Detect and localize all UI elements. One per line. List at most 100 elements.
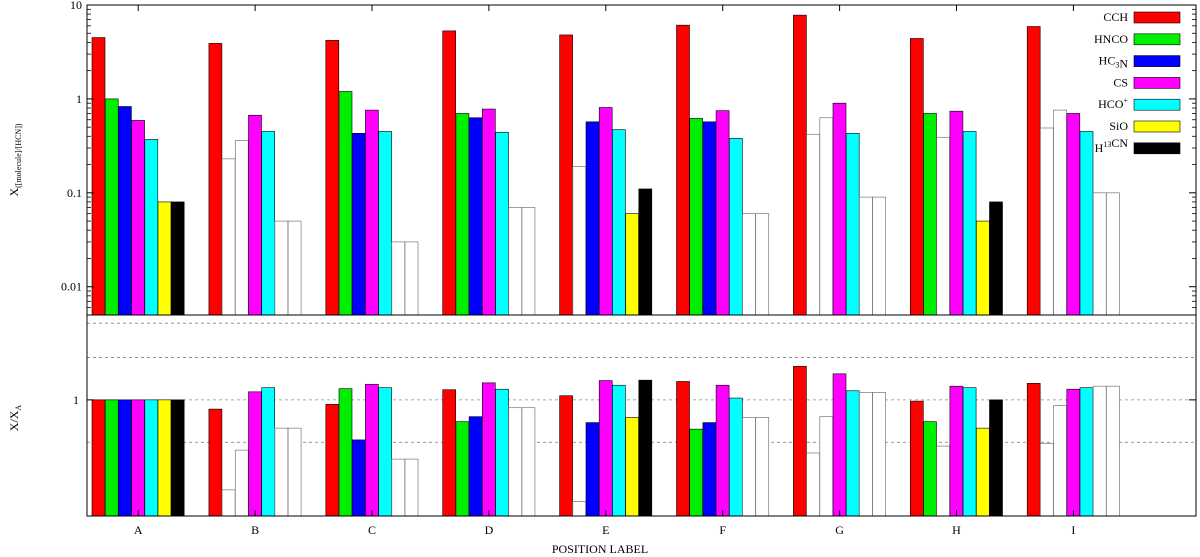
bottom-bar-cs-f — [715, 384, 730, 517]
top-bar-hnco-h — [923, 113, 937, 316]
legend-label: CS — [1113, 75, 1128, 89]
bottom-bar-hnco-g — [806, 452, 820, 517]
bottom-bar-sio-g — [859, 392, 873, 517]
top-bar-hcoplus-c — [378, 131, 392, 316]
top-bar-hnco-f — [689, 118, 704, 316]
top-bar-hcoplus-h — [962, 131, 977, 316]
top-bar-cs-d — [481, 108, 496, 316]
legend-label: CCH — [1103, 10, 1128, 24]
top-bar-sio-a — [157, 201, 172, 316]
top-bar-hnco-c — [338, 91, 353, 316]
top-bar-cs-f — [715, 110, 730, 316]
bottom-bar-hnco-b — [221, 489, 236, 517]
x-tick-label: B — [251, 523, 259, 537]
top-bar-hc3n-c — [351, 133, 366, 316]
bottom-bar-hnco-d — [455, 421, 470, 517]
bottom-bar-h13cn-a — [170, 399, 185, 517]
x-axis-label: POSITION LABEL — [552, 542, 648, 556]
bottom-bar-hnco-h — [923, 421, 937, 517]
frame-layer — [86, 4, 1197, 517]
top-bar-hcoplus-f — [728, 138, 743, 316]
x-tick-label: A — [134, 523, 143, 537]
legend-swatch — [1133, 55, 1181, 67]
bottom-bar-cch-i — [1026, 383, 1041, 517]
bottom-bar-cch-g — [793, 366, 807, 517]
bottom-bar-hcoplus-f — [728, 397, 743, 517]
bottom-bar-sio-e — [625, 417, 639, 517]
top-bar-sio-f — [742, 213, 756, 316]
top-bar-sio-g — [859, 196, 873, 316]
top-bar-hnco-a — [104, 98, 119, 316]
bottom-bar-cs-c — [365, 383, 379, 517]
bottom-bar-hc3n-g — [819, 416, 834, 517]
legend-swatch — [1133, 77, 1181, 89]
top-bar-cs-c — [365, 109, 379, 316]
top-bar-hcoplus-i — [1079, 131, 1094, 316]
bottom-bar-h13cn-c — [404, 458, 419, 517]
bottom-bar-hc3n-b — [234, 449, 249, 517]
bottom-bar-hc3n-h — [936, 445, 951, 517]
bottom-bar-hnco-a — [104, 399, 119, 517]
x-tick-label: C — [368, 523, 376, 537]
top-bar-cch-h — [909, 38, 924, 316]
bottom-bar-h13cn-i — [1106, 385, 1120, 517]
bottom-bar-hc3n-d — [468, 416, 483, 517]
bottom-bar-h13cn-d — [521, 407, 536, 517]
bottom-bar-cch-b — [208, 408, 223, 517]
legend-label: HCO+ — [1098, 96, 1128, 111]
top-bar-hnco-b — [221, 158, 236, 316]
top-bar-hnco-g — [806, 133, 820, 316]
top-bar-cch-a — [91, 37, 106, 316]
top-bar-hnco-i — [1040, 127, 1054, 316]
top-bar-hc3n-i — [1053, 109, 1067, 316]
top-bar-cch-g — [793, 14, 807, 316]
top-bar-hcoplus-b — [261, 131, 276, 316]
top-bar-hcoplus-g — [845, 133, 860, 316]
x-tick-label: F — [719, 523, 726, 537]
bars-layer — [91, 14, 1120, 517]
bottom-bar-hcoplus-g — [845, 390, 860, 517]
top-bar-cch-f — [676, 24, 690, 316]
bottom-bar-cs-g — [832, 373, 847, 517]
legend-swatch — [1133, 120, 1181, 133]
x-tick-label: I — [1071, 523, 1075, 537]
bottom-bar-hcoplus-c — [378, 387, 392, 517]
bottom-bar-cs-b — [248, 391, 262, 517]
bottom-bar-cch-d — [442, 389, 457, 517]
legend-label: HNCO — [1094, 32, 1128, 46]
bottom-bar-hcoplus-e — [612, 384, 626, 517]
top-bar-h13cn-e — [638, 188, 653, 316]
x-tick-label: H — [952, 523, 961, 537]
top-bar-sio-c — [391, 241, 406, 316]
bottom-bar-sio-f — [742, 417, 756, 517]
top-bar-h13cn-b — [287, 220, 302, 316]
bottom-bar-hc3n-f — [702, 422, 717, 517]
bottom-bar-sio-c — [391, 458, 406, 517]
bottom-bar-cs-e — [598, 380, 613, 517]
bottom-bar-cs-a — [131, 399, 145, 517]
top-bar-sio-h — [975, 220, 990, 316]
bottom-panel-frame — [86, 314, 1197, 517]
bottom-bar-cch-a — [91, 399, 106, 517]
top-bar-sio-e — [625, 213, 639, 316]
top-bar-cs-h — [949, 110, 964, 316]
bottom-bar-sio-a — [157, 399, 172, 517]
bottom-bar-hnco-i — [1040, 443, 1054, 517]
bottom-bar-h13cn-e — [638, 379, 653, 517]
bottom-bar-hc3n-c — [351, 439, 366, 517]
legend-swatch — [1133, 33, 1181, 46]
bottom-bar-sio-b — [274, 427, 289, 517]
text-layer: 10 1 0.1 0.01 1 A B C D E F G H I POSITION LABEL X([mol… — [7, 0, 1181, 556]
y-tick-label: 10 — [70, 0, 82, 12]
top-bar-hc3n-h — [936, 136, 951, 316]
top-bar-cs-i — [1066, 113, 1081, 316]
top-bar-cs-b — [248, 114, 262, 316]
bottom-bar-cs-i — [1066, 388, 1081, 517]
top-bar-hnco-d — [455, 113, 470, 316]
y-tick-label: 0.01 — [61, 280, 82, 294]
top-bar-h13cn-i — [1106, 192, 1120, 316]
top-bar-h13cn-h — [989, 201, 1003, 316]
bottom-bar-cs-d — [481, 382, 496, 517]
x-tick-label: D — [485, 523, 494, 537]
